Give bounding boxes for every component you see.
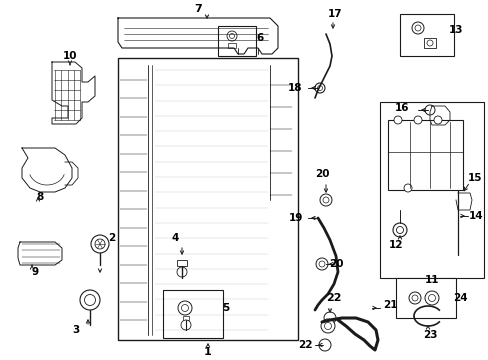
Text: 18: 18 (287, 83, 302, 93)
Circle shape (403, 184, 411, 192)
Text: 10: 10 (62, 51, 77, 61)
Text: 16: 16 (394, 103, 408, 113)
Circle shape (408, 292, 420, 304)
Circle shape (178, 301, 192, 315)
Text: 20: 20 (328, 259, 343, 269)
Text: 3: 3 (72, 325, 80, 335)
Text: 5: 5 (222, 303, 229, 313)
Circle shape (319, 194, 331, 206)
Circle shape (411, 295, 417, 301)
Circle shape (426, 40, 432, 46)
Circle shape (80, 290, 100, 310)
Text: 22: 22 (325, 293, 341, 303)
Circle shape (181, 305, 188, 311)
Circle shape (314, 83, 325, 93)
Circle shape (433, 116, 441, 124)
Circle shape (424, 105, 434, 115)
Bar (177, 260, 186, 266)
Circle shape (84, 294, 95, 306)
Circle shape (411, 22, 423, 34)
Circle shape (226, 31, 237, 41)
Circle shape (320, 319, 334, 333)
Circle shape (396, 226, 403, 234)
Circle shape (393, 116, 401, 124)
Text: 19: 19 (288, 213, 303, 223)
Circle shape (91, 235, 109, 253)
Circle shape (95, 239, 105, 249)
Text: 22: 22 (297, 340, 312, 350)
Text: 17: 17 (327, 9, 342, 19)
Text: 15: 15 (467, 173, 481, 183)
Circle shape (324, 323, 331, 329)
Bar (183, 316, 189, 320)
Circle shape (323, 197, 328, 203)
Circle shape (427, 294, 435, 302)
Text: 8: 8 (36, 192, 43, 202)
Text: 24: 24 (452, 293, 467, 303)
Text: 23: 23 (422, 330, 436, 340)
Text: 1: 1 (203, 347, 211, 357)
Circle shape (318, 339, 330, 351)
Text: 20: 20 (314, 169, 328, 179)
Text: 9: 9 (31, 267, 39, 277)
Bar (379, 102, 483, 278)
Bar (218, 26, 256, 56)
Circle shape (392, 223, 406, 237)
Bar (163, 290, 223, 338)
Circle shape (315, 258, 327, 270)
Text: 21: 21 (382, 300, 396, 310)
Text: 2: 2 (108, 233, 115, 243)
Bar (227, 43, 236, 48)
Circle shape (318, 261, 325, 267)
Text: 7: 7 (194, 4, 202, 14)
Text: 11: 11 (424, 275, 438, 285)
Text: 4: 4 (171, 233, 178, 243)
Bar (387, 120, 462, 190)
Text: 13: 13 (448, 25, 462, 35)
Bar (118, 58, 297, 340)
Circle shape (229, 33, 234, 39)
Circle shape (181, 320, 191, 330)
Circle shape (424, 291, 438, 305)
Circle shape (414, 25, 420, 31)
Bar (423, 38, 435, 48)
Circle shape (324, 312, 335, 324)
Circle shape (317, 85, 322, 90)
Bar (395, 278, 455, 318)
Circle shape (177, 267, 186, 277)
Bar (399, 14, 453, 56)
Text: 6: 6 (256, 33, 263, 43)
Circle shape (413, 116, 421, 124)
Text: 12: 12 (388, 240, 403, 250)
Text: 14: 14 (468, 211, 482, 221)
